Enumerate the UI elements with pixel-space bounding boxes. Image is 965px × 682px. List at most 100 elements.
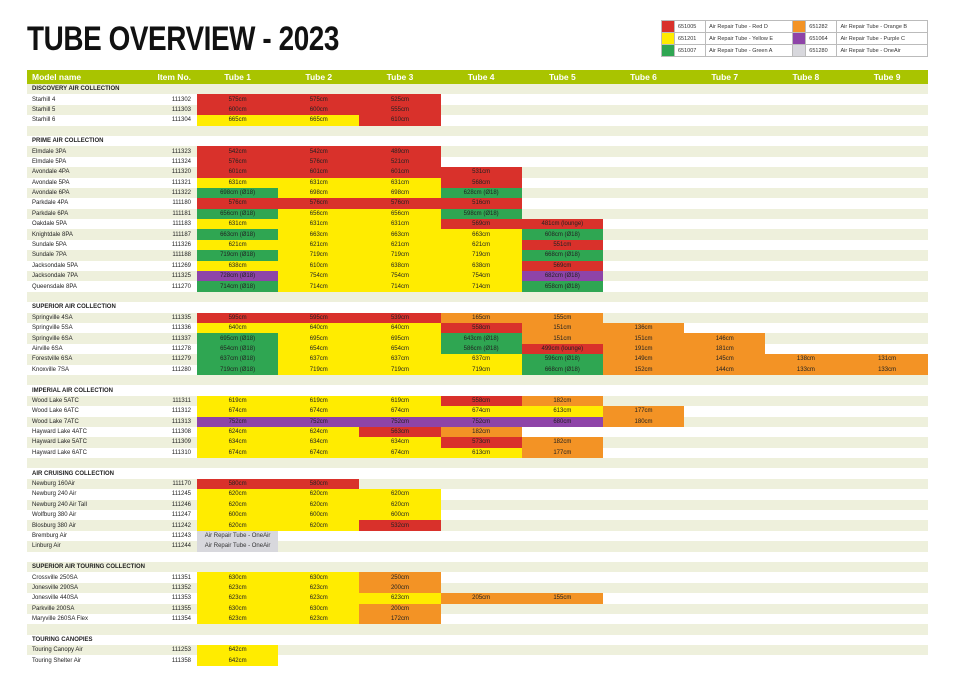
table-row: Airville 6SA 111278 654cm (Ø18) 654cm 654cm 5…	[27, 343, 928, 355]
color-legend: 651005 Air Repair Tube - Red D 651282 Air R…	[661, 20, 928, 57]
section-title-row: SUPERIOR AIR TOURING COLLECTION	[27, 561, 928, 573]
table-row: Wolfburg 380 Air 111247 600cm 600cm 600cm	[27, 510, 928, 521]
tube-cell: 628cm (Ø18)	[440, 187, 522, 199]
item-number: 111246	[171, 501, 191, 508]
tube-cell: 250cm	[359, 572, 441, 583]
tube-cell: 136cm	[602, 322, 685, 334]
tube-cell: 563cm	[359, 426, 441, 438]
table-row: Avondale 6PA 111322 698cm (Ø18) 698cm 698cm 6…	[27, 187, 928, 199]
model-name: Springville 5SA	[32, 325, 73, 332]
model-name: Avondale 5PA	[32, 179, 70, 186]
legend-code: 651280	[805, 44, 838, 57]
item-number: 111302	[171, 96, 191, 103]
tube-cell: 620cm	[359, 489, 441, 500]
table-row: Springville 5SA 111336 640cm 640cm 640cm 558c…	[27, 322, 928, 334]
spacer-row	[27, 291, 928, 303]
model-name: Jacksondale 7PA	[32, 273, 78, 280]
table-row: Wood Lake 5ATC 111311 619cm 619cm 619cm 558cm…	[27, 395, 928, 407]
tube-cell: 634cm	[278, 437, 360, 448]
tube-cell: 623cm	[278, 593, 360, 604]
tube-cell: 619cm	[278, 395, 360, 407]
tube-cell: 133cm	[846, 364, 928, 375]
tube-cell: 623cm	[359, 593, 441, 604]
item-number: 111324	[171, 158, 191, 165]
model-name: Springville 4SA	[32, 314, 73, 321]
spacer-row	[27, 551, 928, 562]
item-number: 111326	[171, 242, 191, 249]
model-name: Wood Lake 6ATC	[32, 408, 79, 415]
table-row: Elmdale 3PA 111323 542cm 542cm 489cm	[27, 146, 928, 157]
tube-cell: 576cm	[359, 198, 441, 209]
tube-cell: 634cm	[197, 437, 279, 448]
item-number: 111311	[172, 397, 191, 404]
model-name: Knightdale 8PA	[32, 231, 73, 238]
table-row: Jonesville 290SA 111352 623cm 623cm 200cm	[27, 582, 928, 594]
tube-overview-table: Model name Item No. Tube 1 Tube 2 Tube 3 Tube…	[27, 70, 928, 666]
model-name: Queensdale 8PA	[32, 283, 77, 290]
tube-cell: 638cm	[197, 260, 279, 272]
section-title: IMPERIAL AIR COLLECTION	[32, 387, 113, 394]
section-title-row: PRIME AIR COLLECTION	[27, 135, 928, 147]
tube-cell: 542cm	[197, 146, 279, 157]
tube-cell: 674cm	[278, 447, 360, 459]
table-row: Oakdale 5PA 111183 631cm 631cm 631cm 569cm 481…	[27, 219, 928, 230]
tube-cell: 542cm	[278, 146, 360, 157]
model-name: Forestville 6SA	[32, 356, 73, 363]
model-name: Hayward Lake 6ATC	[32, 449, 87, 456]
tube-cell: 642cm	[197, 655, 279, 666]
table-row: Touring Canopy Air 111253 642cm	[27, 645, 928, 656]
tube-cell: 521cm	[359, 156, 441, 168]
item-number: 111183	[172, 221, 191, 228]
tube-cell: 596cm (Ø18)	[521, 354, 603, 365]
section-title: AIR CRUISING COLLECTION	[32, 470, 114, 477]
tube-cell: 620cm	[278, 520, 360, 531]
tube-cell: 613cm	[440, 447, 522, 459]
tube-cell: 640cm	[359, 322, 441, 334]
tube-cell: 674cm	[440, 406, 522, 417]
item-number: 111337	[171, 335, 191, 342]
tube-cell: 499cm (lounge)	[521, 343, 603, 355]
model-name: Parkdale 4PA	[32, 200, 69, 207]
tube-cell: 719cm	[359, 250, 441, 261]
model-name: Linburg Air	[32, 543, 61, 550]
table-row: Sundale 7PA 111188 719cm (Ø18) 719cm 719cm 71…	[27, 250, 928, 261]
model-name: Sundale 7PA	[32, 252, 67, 259]
model-name: Elmdale 3PA	[32, 148, 67, 155]
tube-cell: 623cm	[278, 582, 360, 594]
legend-name: Air Repair Tube - Orange B	[836, 20, 928, 33]
item-number: 111308	[171, 429, 191, 436]
tube-cell: 695cm	[359, 333, 441, 344]
tube-cell: 663cm	[440, 229, 522, 240]
tube-cell: 145cm	[684, 354, 766, 365]
table-row: Touring Shelter Air 111358 642cm	[27, 655, 928, 666]
tube-cell: 613cm	[521, 406, 603, 417]
tube-cell: 631cm	[278, 177, 360, 188]
model-name: Jonesville 440SA	[32, 595, 79, 602]
item-number: 111269	[171, 262, 191, 269]
legend-swatch	[661, 32, 675, 45]
model-name: Springville 6SA	[32, 335, 73, 342]
model-name: Crossville 250SA	[32, 574, 78, 581]
item-number: 111312	[171, 408, 191, 415]
table-row: Wood Lake 7ATC 111313 752cm 752cm 752cm 752cm…	[27, 416, 928, 427]
model-name: Newburg 240 Air Tall	[32, 501, 87, 508]
section-title-row: TOURING CANOPIES	[27, 634, 928, 646]
column-header: Model name	[32, 72, 82, 82]
tube-cell: 558cm	[440, 322, 522, 334]
tube-cell: 600cm	[197, 510, 279, 521]
item-number: 111321	[171, 179, 191, 186]
table-row: Parkville 200SA 111355 630cm 630cm 200cm	[27, 603, 928, 614]
tube-cell: 668cm (Ø18)	[521, 364, 603, 375]
tube-cell: 719cm	[440, 364, 522, 375]
table-row: Bremburg Air 111243 Air Repair Tube - OneA…	[27, 530, 928, 542]
tube-cell: 600cm	[197, 104, 279, 116]
tube-cell: 682cm (Ø18)	[521, 271, 603, 282]
column-header: Tube 2	[305, 72, 333, 82]
model-name: Newburg 160Air	[32, 481, 76, 488]
legend-code: 651007	[673, 44, 707, 57]
table-row: Starhill 4 111302 575cm 575cm 525cm	[27, 94, 928, 105]
model-name: Hayward Lake 5ATC	[32, 439, 87, 446]
legend-swatch	[661, 20, 675, 33]
spacer-row	[27, 458, 928, 469]
column-header: Tube 9	[873, 72, 901, 82]
